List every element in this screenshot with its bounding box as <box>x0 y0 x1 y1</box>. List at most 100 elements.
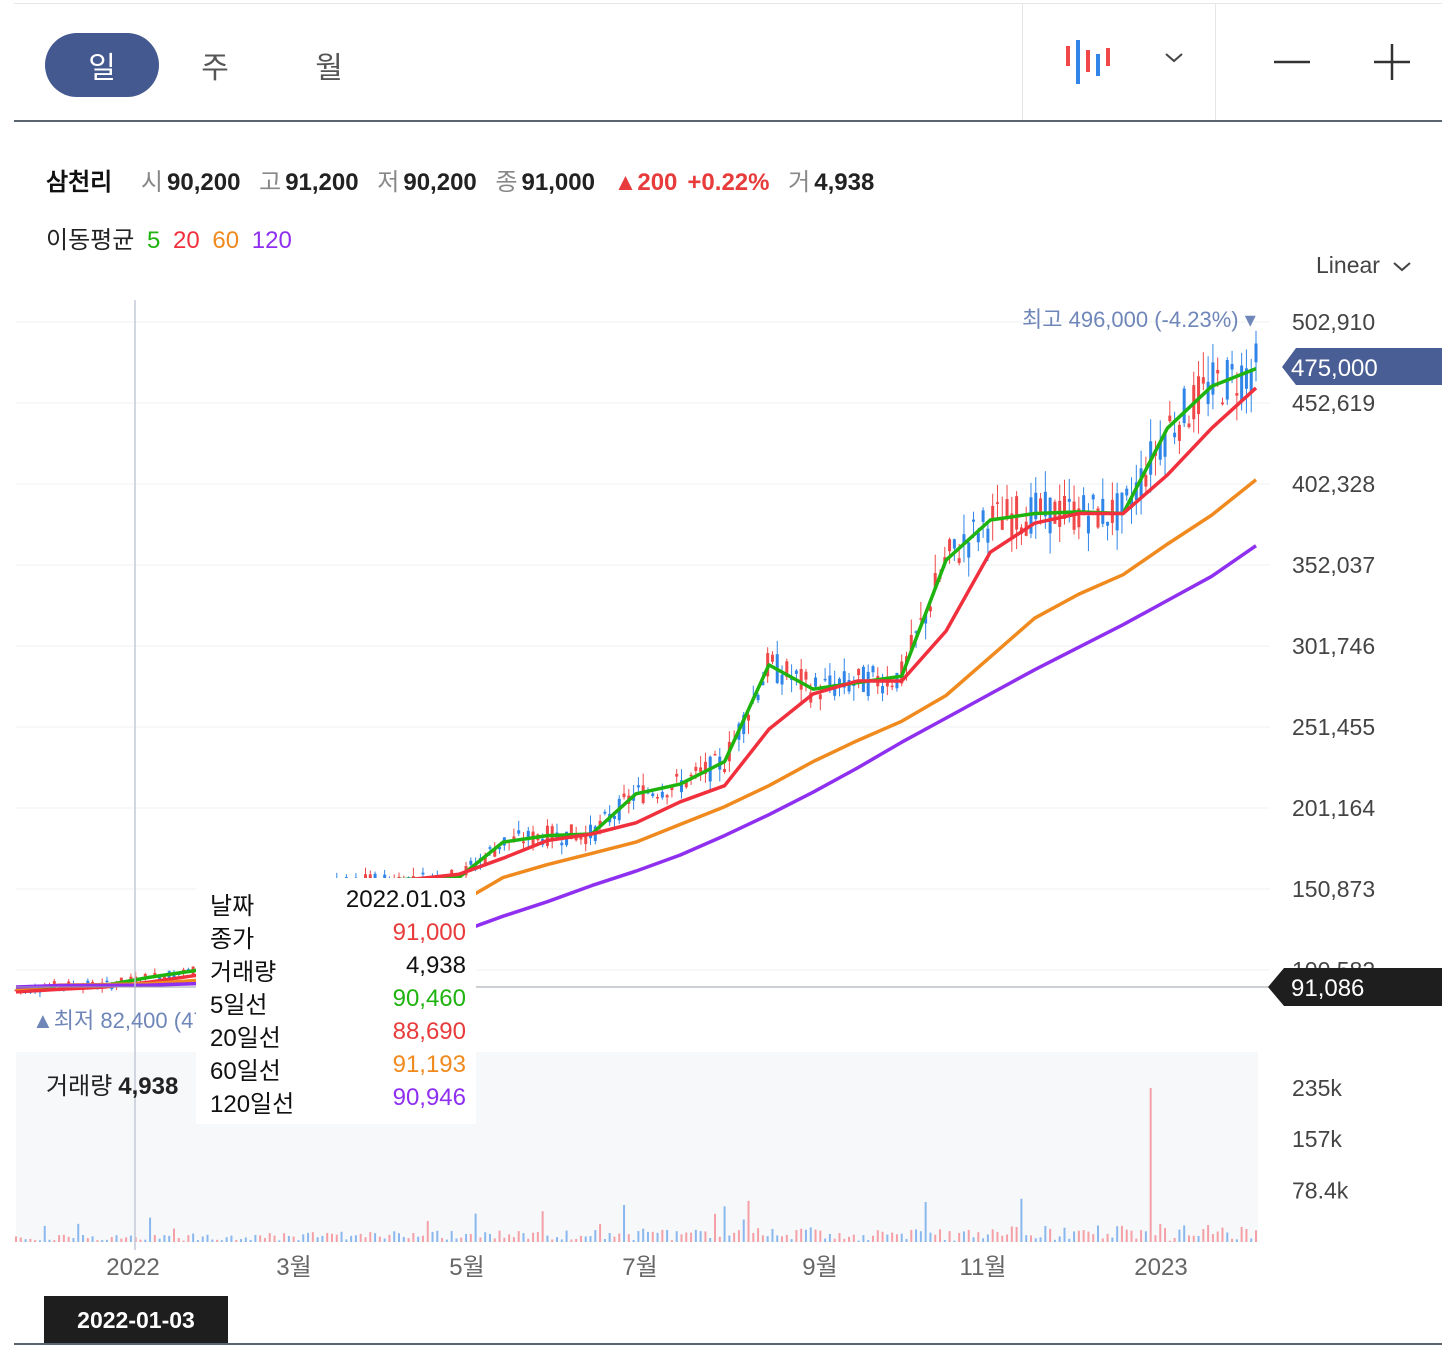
volume-bar <box>38 1240 41 1242</box>
volume-bar <box>560 1239 563 1242</box>
candle-body <box>670 785 674 791</box>
candle-body <box>1201 377 1205 384</box>
volume-bar <box>876 1230 879 1242</box>
chevron-down-icon[interactable] <box>1160 44 1188 72</box>
volume-bar <box>527 1238 530 1242</box>
volume-bar <box>991 1229 994 1242</box>
volume-bar <box>1006 1234 1009 1242</box>
volume-bar <box>603 1239 606 1242</box>
volume-bar <box>345 1239 348 1242</box>
period-tab-month[interactable]: 월 <box>315 51 343 86</box>
time-tick-label: 3월 <box>276 1254 311 1281</box>
volume-bar <box>77 1223 80 1242</box>
period-tab-week[interactable]: 주 <box>201 51 229 86</box>
volume-bar <box>556 1237 559 1242</box>
candle-body <box>842 671 846 688</box>
volume-bar <box>1097 1225 1100 1242</box>
period-tab-day[interactable]: 일 <box>45 33 159 97</box>
volume-bar <box>1187 1235 1190 1242</box>
candlestick-icon[interactable] <box>1062 36 1122 90</box>
volume-bar <box>86 1238 89 1242</box>
volume-bar <box>1039 1237 1042 1242</box>
volume-bar <box>34 1240 37 1242</box>
volume-bar <box>1149 1088 1152 1242</box>
volume-bar <box>321 1235 324 1242</box>
volume-bar <box>445 1239 448 1242</box>
candle-body <box>1082 495 1086 514</box>
tooltip-close-label: 종가 <box>210 926 255 953</box>
candle-body <box>694 766 698 771</box>
volume-bar <box>1082 1230 1085 1242</box>
tooltip-row-ma120: 120일선 90,946 <box>210 1084 466 1118</box>
tooltip-row-close: 종가 91,000 <box>210 919 466 953</box>
volume-bar <box>790 1239 793 1242</box>
volume-bar <box>905 1238 908 1242</box>
volume-bar <box>1053 1239 1056 1242</box>
candle-body <box>833 683 837 696</box>
volume-bar <box>402 1236 405 1242</box>
volume-bar <box>867 1240 870 1242</box>
volume-bar <box>1025 1235 1028 1242</box>
candle-body <box>498 847 502 850</box>
open-label: 시 <box>140 169 164 196</box>
volume-bar <box>599 1224 602 1242</box>
top-border <box>14 3 1442 4</box>
volume-bar <box>766 1236 769 1242</box>
volume-bar <box>1255 1230 1257 1242</box>
volume-bar <box>824 1238 827 1242</box>
ma-legend-60[interactable]: 60 <box>212 227 240 254</box>
volume-bar <box>1235 1239 1238 1242</box>
volume-bar <box>149 1217 152 1242</box>
volume-bar <box>172 1228 175 1242</box>
volume-bar <box>120 1238 123 1242</box>
ma-legend-120[interactable]: 120 <box>251 227 292 254</box>
volume-label: 거 <box>788 169 811 196</box>
tooltip-row-volume: 거래량 4,938 <box>210 952 466 986</box>
volume-bar <box>1029 1235 1032 1242</box>
volume-bar <box>374 1233 377 1242</box>
volume-bar <box>1178 1229 1181 1242</box>
volume-bar <box>1221 1227 1224 1242</box>
candle-body <box>952 539 956 549</box>
scale-label: Linear <box>1316 252 1380 278</box>
volume-bar <box>694 1229 697 1242</box>
candle-body <box>1220 402 1224 405</box>
ma-legend-5[interactable]: 5 <box>147 227 161 254</box>
volume-bar <box>287 1235 290 1242</box>
volume-bar <box>1092 1234 1095 1242</box>
volume-bar <box>182 1240 185 1242</box>
volume-bar <box>29 1238 32 1242</box>
volume-bar <box>699 1231 702 1242</box>
candle-body <box>847 680 851 692</box>
volume-bar <box>259 1235 262 1242</box>
volume-bar <box>1101 1238 1104 1242</box>
minus-icon[interactable] <box>1270 42 1314 82</box>
candle-body <box>837 678 841 685</box>
plus-icon[interactable] <box>1370 40 1414 84</box>
volume-bar <box>924 1202 927 1242</box>
candle-body <box>368 874 372 882</box>
candle-body <box>1010 513 1014 539</box>
candle-body <box>890 685 894 688</box>
ma-legend-20[interactable]: 20 <box>173 227 200 254</box>
candle-body <box>1015 496 1019 530</box>
tooltip-row-ma60: 60일선 91,193 <box>210 1051 466 1085</box>
volume-bar <box>1106 1233 1109 1242</box>
price-tick-label: 352,037 <box>1292 552 1375 578</box>
crosshair-date-badge: 2022-01-03 <box>44 1296 228 1344</box>
volume-bar <box>670 1240 673 1242</box>
candle-body <box>933 573 937 588</box>
volume-bar <box>565 1230 568 1242</box>
last-price-badge <box>1282 348 1442 385</box>
volume-bar <box>747 1200 750 1242</box>
volume-bar <box>1168 1240 1171 1242</box>
candle-body <box>1039 498 1043 512</box>
volume-bar <box>493 1238 496 1242</box>
volume-bar <box>656 1232 659 1242</box>
volume-bar <box>1173 1237 1176 1242</box>
volume-bar <box>1125 1229 1128 1242</box>
scale-selector[interactable]: Linear <box>1316 252 1414 279</box>
candle-body <box>1235 393 1239 396</box>
volume-bar <box>910 1229 913 1242</box>
